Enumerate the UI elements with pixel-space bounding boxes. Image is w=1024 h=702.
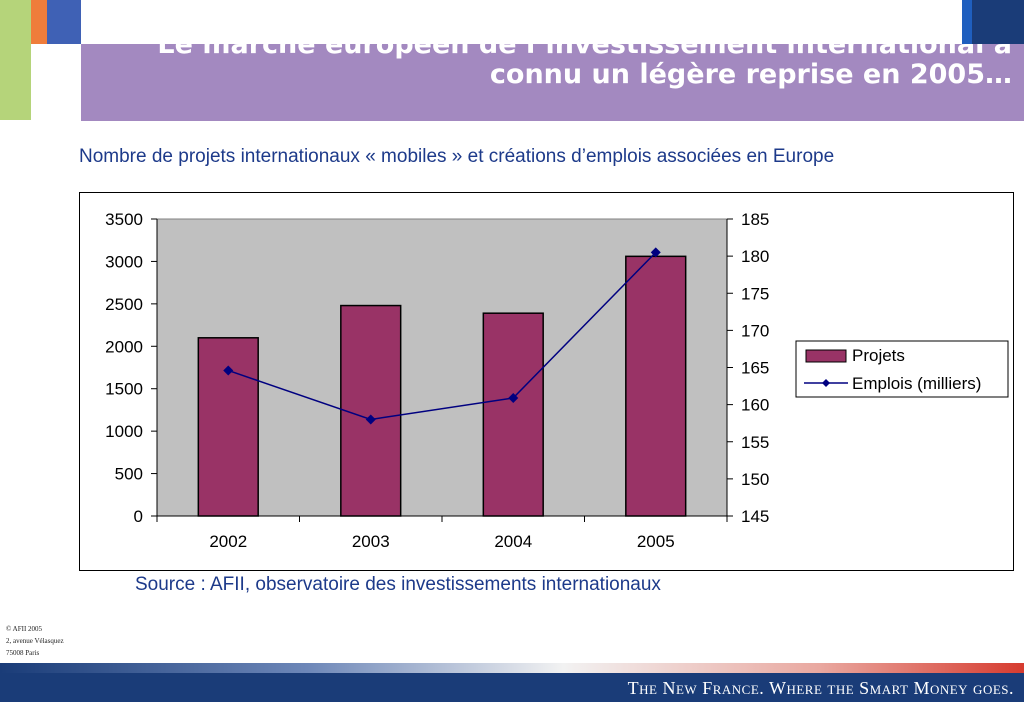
decor-right-navy-block xyxy=(972,0,1024,44)
line-emplois xyxy=(228,251,657,421)
address-line-2: 2, avenue Vélasquez xyxy=(6,637,64,645)
y-right-tick-label: 160 xyxy=(741,396,769,415)
chart-frame: 0 500 1000 1500 2000 2500 3000 3500 145 150 155 160… xyxy=(79,192,1014,571)
title-band: Le marché européen de l’investissement i… xyxy=(81,44,1024,121)
footer-gradient xyxy=(0,663,1024,673)
point-emplois-2004 xyxy=(508,392,519,403)
y-right-tick-label: 150 xyxy=(741,470,769,489)
bar-projets-2004 xyxy=(482,312,544,517)
legend-label-emplois: Emplois (milliers) xyxy=(852,374,981,393)
y-right-tick-label: 155 xyxy=(741,433,769,452)
point-emplois-2005 xyxy=(650,247,661,258)
address-line-1: © AFII 2005 xyxy=(6,625,43,633)
source-note: Source : AFII, observatoire des investis… xyxy=(135,574,661,595)
y-right-tick-label: 185 xyxy=(741,210,769,229)
x-tick-label-2002: 2002 xyxy=(209,532,247,551)
x-tick-label-2003: 2003 xyxy=(352,532,390,551)
point-emplois-2003 xyxy=(365,414,376,425)
bar-projets-2003 xyxy=(340,304,402,517)
address-line-3: 75008 Paris xyxy=(6,649,40,657)
decor-blue-block xyxy=(47,0,81,44)
footer-bar: The New France. Where the Smart Money go… xyxy=(0,673,1024,702)
combo-chart: 0 500 1000 1500 2000 2500 3000 3500 145 150 155 160… xyxy=(105,210,1009,551)
y-left-tick-label: 500 xyxy=(115,465,143,484)
y-left-tick-label: 0 xyxy=(134,507,143,526)
chart-subtitle: Nombre de projets internationaux « mobil… xyxy=(79,146,835,167)
y-left-tick-label: 1000 xyxy=(105,422,143,441)
y-right-tick-label: 180 xyxy=(741,247,769,266)
bar-projets-2005 xyxy=(625,255,687,517)
point-emplois-2002 xyxy=(223,365,234,376)
x-tick-label-2005: 2005 xyxy=(637,532,675,551)
y-left-tick-label: 1500 xyxy=(105,380,143,399)
y-left-tick-label: 2000 xyxy=(105,337,143,356)
decor-orange-block xyxy=(31,0,47,44)
y-left-tick-label: 3000 xyxy=(105,252,143,271)
legend-label-projets: Projets xyxy=(852,346,905,365)
y-left-tick-label: 3500 xyxy=(105,210,143,229)
x-tick-label-2004: 2004 xyxy=(494,532,532,551)
chart-legend: Projets Emplois (milliers) xyxy=(795,340,1009,398)
y-right-tick-label: 170 xyxy=(741,321,769,340)
legend-marker-emplois xyxy=(822,379,830,387)
y-right-tick-label: 175 xyxy=(741,284,769,303)
slide-title: Le marché européen de l’investissement i… xyxy=(157,44,1012,90)
y-right-tick-label: 145 xyxy=(741,507,769,526)
legend-swatch-projets xyxy=(805,349,847,363)
y-right-tick-label: 165 xyxy=(741,359,769,378)
bar-projets-2002 xyxy=(197,337,259,517)
decor-green-block xyxy=(0,0,31,120)
decor-right-blue-strip xyxy=(962,0,972,44)
y-left-tick-label: 2500 xyxy=(105,295,143,314)
footer-slogan: The New France. Where the Smart Money go… xyxy=(627,678,1014,698)
